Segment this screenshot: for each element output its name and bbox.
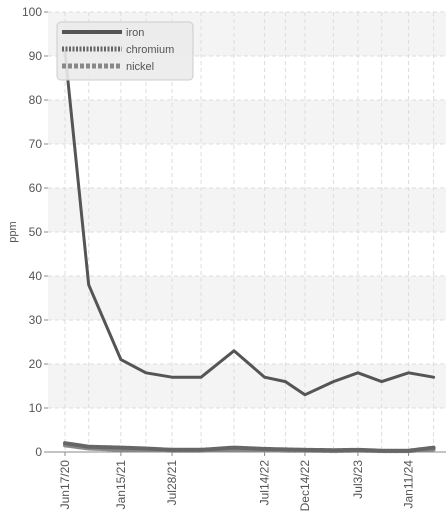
grid-band <box>48 188 446 232</box>
grid-band <box>48 364 446 408</box>
x-tick-label: Jan15/21 <box>114 460 128 510</box>
grid-band <box>48 276 446 320</box>
x-tick-label: Jun17/20 <box>58 460 72 510</box>
series-lines <box>63 50 436 454</box>
y-axis-title: ppm <box>7 221 19 242</box>
y-tick-label: 90 <box>29 49 43 63</box>
series-line-chromium <box>63 441 436 453</box>
y-tick-label: 100 <box>22 5 42 19</box>
legend-box <box>56 21 194 81</box>
y-tick-label: 80 <box>29 93 43 107</box>
x-tick-label: Jul3/23 <box>351 460 365 499</box>
y-tick-label: 40 <box>29 269 43 283</box>
y-tick-label: 10 <box>29 401 43 415</box>
x-tick-label: Jul14/22 <box>258 460 272 506</box>
legend-label-nickel[interactable]: nickel <box>126 61 154 73</box>
y-tick-label: 30 <box>29 313 43 327</box>
x-axis-ticks: Jun17/20 Jan15/21 Jul28/21 Jul14/22 Dec14/22… <box>58 452 416 511</box>
legend-label-iron[interactable]: iron <box>126 27 144 39</box>
y-tick-label: 50 <box>29 225 43 239</box>
x-tick-label: Jul28/21 <box>165 460 179 506</box>
y-tick-label: 20 <box>29 357 43 371</box>
y-tick-label: 0 <box>35 445 42 459</box>
y-tick-label: 70 <box>29 137 43 151</box>
grid-lines <box>48 11 446 452</box>
legend-label-chromium[interactable]: chromium <box>126 44 174 56</box>
grid-bands <box>48 12 446 408</box>
series-line-iron <box>63 50 436 397</box>
grid-band <box>48 100 446 144</box>
y-tick-label: 60 <box>29 181 43 195</box>
y-axis-ticks: 0 10 20 30 40 50 60 70 80 90 100 <box>22 5 48 459</box>
legend[interactable]: iron chromium nickel <box>56 21 194 81</box>
x-tick-label: Dec14/22 <box>298 460 312 512</box>
x-tick-label: Jan11/24 <box>402 460 416 509</box>
